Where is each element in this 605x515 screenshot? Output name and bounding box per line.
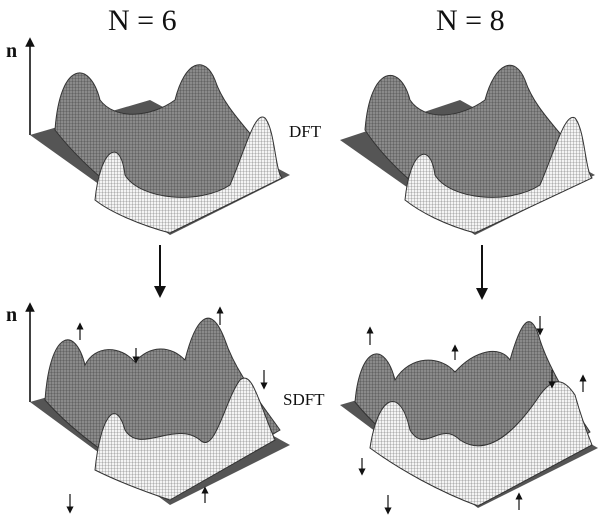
plot-n8-dft [340,64,595,235]
column-title-n6: N = 6 [108,4,177,37]
method-label-sdft: SDFT [283,390,325,409]
axis-label-n-bottom: n [6,304,18,326]
column-title-n8: N = 8 [436,4,505,37]
axis-label-n-top: n [6,40,18,62]
method-label-dft: DFT [289,122,322,141]
plot-n6-sdft [30,306,290,514]
plot-n8-sdft [340,316,598,515]
plot-n6-dft [30,64,290,235]
